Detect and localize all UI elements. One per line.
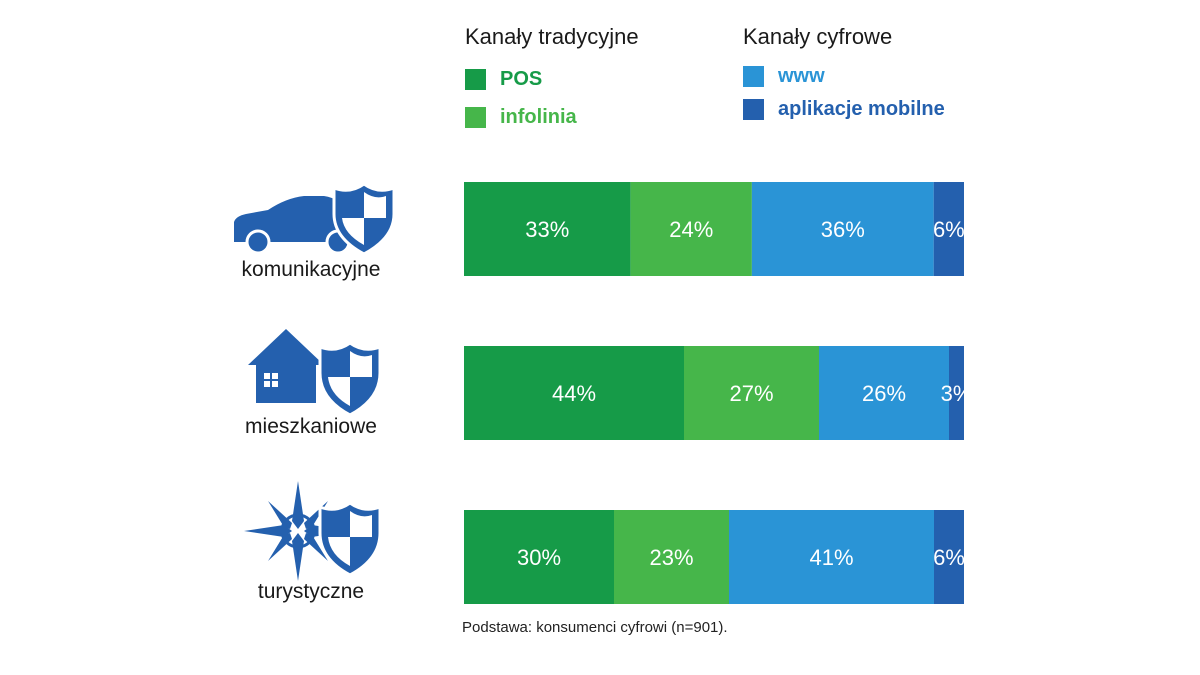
row-label-komunikacyjne: komunikacyjne (241, 258, 381, 281)
house-shield-icon (248, 329, 382, 417)
legend-swatch-www (743, 66, 764, 87)
legend-label-aplikacje-mobilne: aplikacje mobilne (778, 98, 945, 120)
legend-digital: Kanały cyfrowe www aplikacje mobilne (743, 24, 945, 126)
legend-label-pos: POS (500, 67, 543, 90)
bar-komunikacyjne-pos (464, 182, 631, 276)
bar-turystyczne-infolinia (614, 510, 729, 604)
bar-label-komunikacyjne-pos: 33% (525, 217, 569, 242)
legend-swatch-aplikacje-mobilne (743, 99, 764, 120)
bar-mieszkaniowe-www (819, 346, 949, 440)
row-label-turystyczne: turystyczne (257, 580, 365, 603)
bar-komunikacyjne-www (751, 182, 934, 276)
bar-label-komunikacyjne-www: 36% (821, 217, 865, 242)
bar-mieszkaniowe-pos (464, 346, 684, 440)
bar-label-turystyczne-infolinia: 23% (649, 545, 693, 570)
bar-turystyczne-www (729, 510, 934, 604)
bar-label-turystyczne-aplikacje-mobilne: 6% (933, 545, 965, 570)
bar-mieszkaniowe-infolinia (684, 346, 819, 440)
legend-swatch-infolinia (465, 106, 486, 128)
legend-swatch-pos (465, 68, 486, 90)
legend-label-www: www (778, 65, 825, 87)
bar-label-komunikacyjne-infolinia: 24% (669, 217, 713, 242)
legend-label-infolinia: infolinia (500, 105, 577, 128)
row-label-mieszkaniowe: mieszkaniowe (245, 415, 377, 438)
legend-item-infolinia: infolinia (465, 98, 639, 136)
bar-turystyczne-pos (464, 510, 614, 604)
bar-label-turystyczne-www: 41% (809, 545, 853, 570)
bar-label-turystyczne-pos: 30% (517, 545, 561, 570)
bar-label-mieszkaniowe-infolinia: 27% (729, 381, 773, 406)
car-shield-icon (234, 182, 396, 256)
bar-mieszkaniowe-aplikacje-mobilne (949, 346, 964, 440)
legend-traditional: Kanały tradycyjne POS infolinia (465, 24, 639, 136)
compass-shield-icon (244, 481, 382, 581)
legend-digital-title: Kanały cyfrowe (743, 24, 893, 49)
legend-item-aplikacje-mobilne: aplikacje mobilne (743, 93, 945, 126)
legend-traditional-title: Kanały tradycyjne (465, 24, 639, 49)
bar-label-mieszkaniowe-aplikacje-mobilne: 3% (941, 381, 973, 406)
bar-label-komunikacyjne-aplikacje-mobilne: 6% (933, 217, 965, 242)
footnote: Podstawa: konsumenci cyfrowi (n=901). (462, 619, 728, 636)
bar-label-mieszkaniowe-pos: 44% (552, 381, 596, 406)
legend-item-pos: POS (465, 60, 639, 98)
bar-turystyczne-aplikacje-mobilne (934, 510, 964, 604)
legend-item-www: www (743, 60, 945, 93)
bar-komunikacyjne-aplikacje-mobilne (933, 182, 964, 276)
bar-komunikacyjne-infolinia (630, 182, 752, 276)
bar-label-mieszkaniowe-www: 26% (862, 381, 906, 406)
